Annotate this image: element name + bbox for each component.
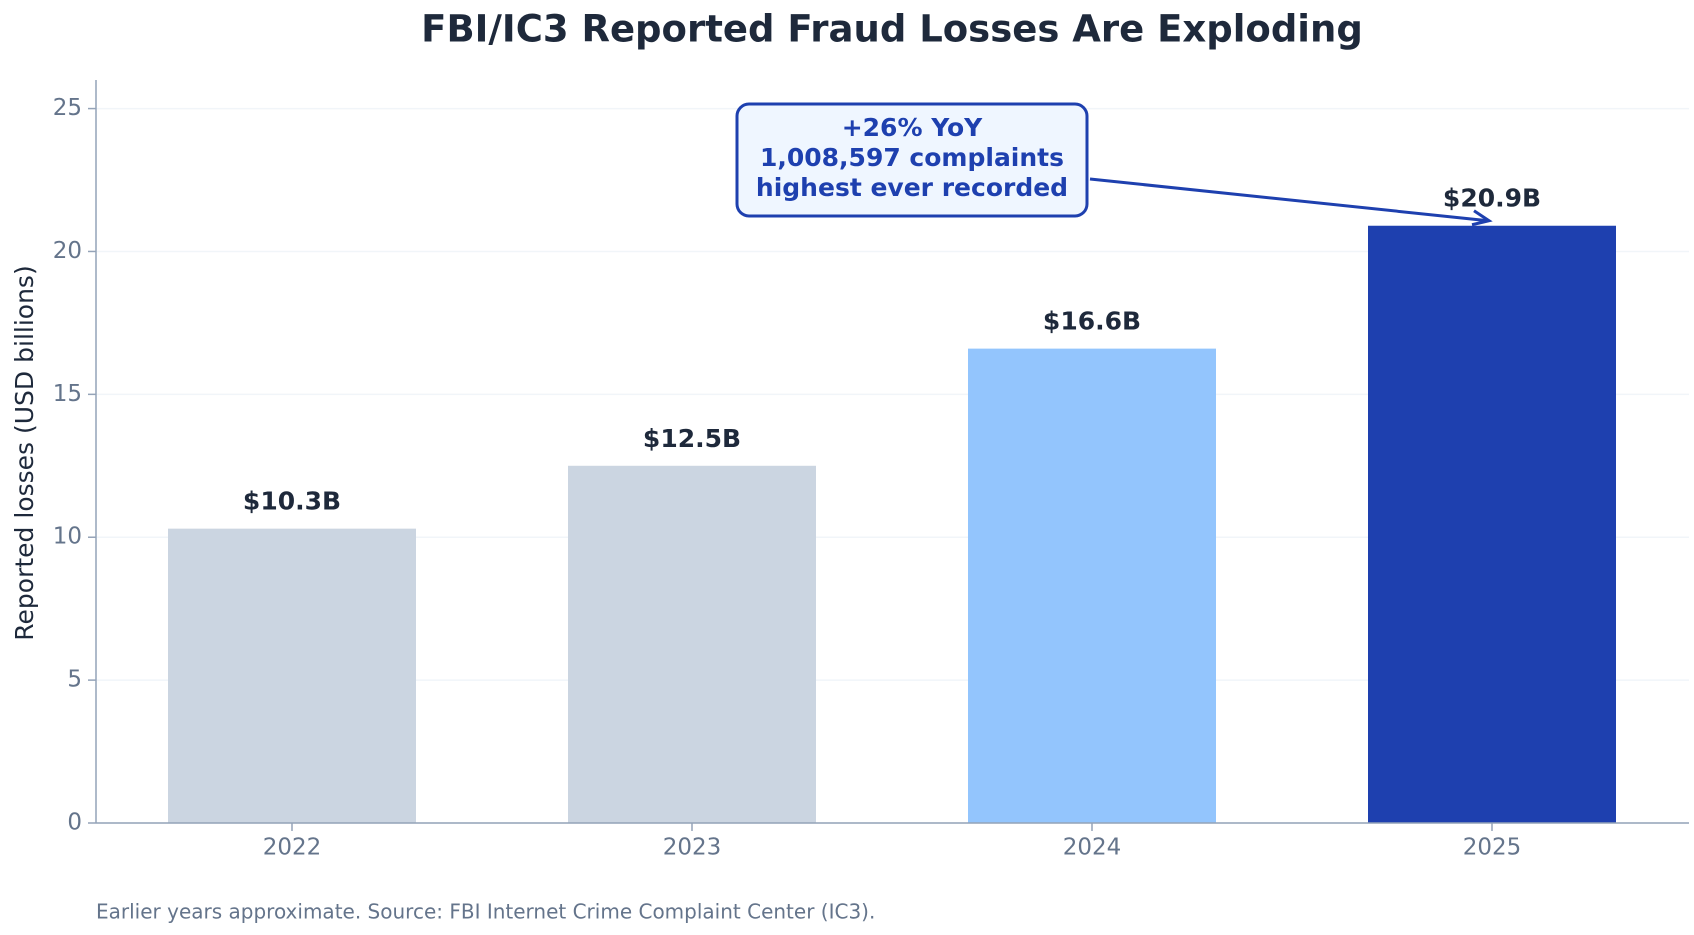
- x-tick-label: 2024: [1063, 835, 1122, 861]
- y-tick-label: 5: [67, 667, 82, 693]
- value-label: $16.6B: [1043, 307, 1141, 336]
- value-label: $20.9B: [1443, 184, 1541, 213]
- chart-title: FBI/IC3 Reported Fraud Losses Are Explod…: [421, 8, 1363, 51]
- bar: [968, 348, 1216, 823]
- y-tick-label: 20: [53, 238, 82, 264]
- y-tick-label: 25: [53, 95, 82, 121]
- y-tick-label: 0: [67, 810, 82, 836]
- x-tick-label: 2022: [263, 835, 322, 861]
- annotation-text: highest ever recorded: [756, 173, 1068, 202]
- y-tick-label: 15: [53, 381, 82, 407]
- value-label: $12.5B: [643, 424, 741, 453]
- annotation-text: +26% YoY: [842, 113, 983, 142]
- y-tick-label: 10: [53, 524, 82, 550]
- annotation-arrow: [1089, 177, 1489, 223]
- x-tick-label: 2025: [1463, 835, 1522, 861]
- bar: [1368, 225, 1616, 823]
- annotation-box: [735, 102, 1089, 218]
- arrow-head: [1471, 209, 1493, 227]
- y-axis-label: Reported losses (USD billions): [10, 265, 39, 640]
- bar: [168, 528, 416, 823]
- annotation-text: 1,008,597 complaints: [760, 143, 1064, 172]
- bar: [568, 465, 816, 823]
- footnote: Earlier years approximate. Source: FBI I…: [96, 900, 875, 924]
- x-tick-label: 2023: [663, 835, 722, 861]
- value-label: $10.3B: [243, 487, 341, 516]
